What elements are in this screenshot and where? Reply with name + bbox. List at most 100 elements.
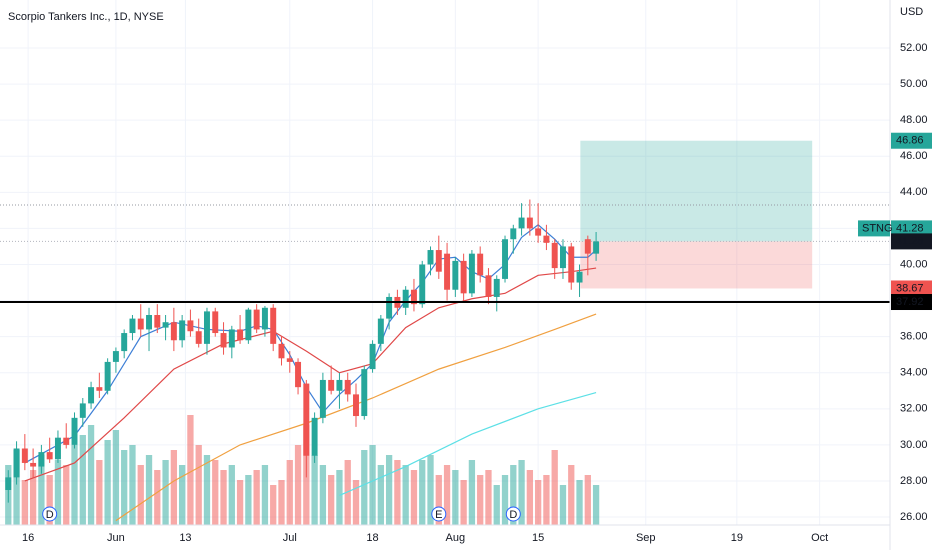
x-tick-label: Jun [107, 532, 125, 544]
y-tick-label: 40.00 [900, 258, 928, 270]
candle-body [286, 358, 293, 362]
volume-bar [21, 480, 28, 525]
candle-body [303, 383, 310, 456]
target-label-bg [891, 132, 932, 149]
last-price-label-bg [891, 220, 932, 237]
volume-bar [212, 460, 219, 525]
candle-body [162, 322, 169, 328]
candle-body [452, 260, 459, 290]
event-marker [505, 506, 521, 522]
x-tick-label: Aug [446, 532, 466, 544]
candle-body [319, 379, 326, 418]
candle-body [129, 318, 136, 334]
candle-body [237, 329, 244, 341]
volume-bar [576, 480, 583, 525]
candle-body [146, 315, 153, 330]
candle-body [510, 228, 517, 240]
event-label: D [46, 509, 54, 521]
volume-bar [178, 465, 186, 525]
candle-body [253, 309, 260, 330]
candle-body [96, 387, 103, 391]
volume-bar [294, 445, 302, 525]
candle-body [195, 331, 202, 344]
axes: 26.0028.0030.0032.0034.0036.0038.0040.00… [22, 42, 932, 544]
volume-bar [510, 465, 517, 525]
candle-body [212, 311, 219, 334]
volume-bar [477, 475, 484, 525]
volume-bar [13, 450, 20, 525]
candle-body [344, 379, 351, 395]
y-tick-label: 52.00 [900, 42, 928, 54]
volume-bar [187, 415, 194, 525]
volume-bar [236, 480, 244, 525]
volume-bar [568, 465, 575, 525]
volume-bar [137, 465, 144, 525]
volume-bar [385, 455, 393, 525]
candle-body [410, 289, 417, 305]
candle-body [559, 246, 566, 269]
candle-body [468, 253, 475, 294]
candle-body [5, 477, 12, 490]
candle-body [63, 437, 70, 445]
candle-body [402, 289, 409, 308]
volume-bar [270, 485, 277, 525]
volume-bar [377, 465, 384, 525]
candle-body [535, 228, 542, 236]
volume-bar [286, 460, 293, 525]
volume-bar [485, 470, 492, 525]
candle-body [593, 241, 600, 254]
volume-bar [278, 480, 285, 525]
candle-body [361, 369, 368, 417]
volume-bar [145, 455, 153, 525]
volume-bar [559, 485, 567, 525]
volume-bar [443, 465, 451, 525]
x-tick-label: 19 [731, 532, 743, 544]
y-tick-label: 34.00 [900, 367, 928, 379]
candle-body [46, 452, 53, 460]
volume-bar [220, 470, 227, 525]
volume-bar [71, 445, 78, 525]
x-tick-label: Oct [811, 532, 828, 544]
volume-bar [518, 460, 525, 525]
volume-bar [394, 460, 401, 525]
y-tick-label: 48.00 [900, 114, 928, 126]
candle-body [154, 315, 161, 328]
volume-bar [245, 475, 252, 525]
volume-bar [551, 450, 558, 525]
event-label: D [509, 509, 517, 521]
candle-body [13, 448, 20, 478]
volume-bar [361, 450, 368, 525]
volume-bar [427, 455, 434, 525]
volume-bar [29, 470, 37, 525]
y-tick-label: 30.00 [900, 439, 928, 451]
hline-label-bg [891, 294, 932, 311]
candle-body [170, 322, 177, 341]
profit-zone [580, 140, 813, 242]
y-tick-label: 32.00 [900, 403, 928, 415]
x-tick-label: Sep [636, 532, 656, 544]
loss-zone [580, 241, 813, 289]
volume-bar [493, 485, 500, 525]
candle-body [228, 329, 235, 348]
volume-bar [162, 460, 169, 525]
candle-body [502, 239, 509, 279]
entry-label: 41.28 [896, 235, 924, 247]
volume-bar [195, 445, 202, 525]
candle-body [493, 278, 500, 297]
candle-body [220, 333, 227, 348]
target-label: 46.86 [896, 135, 924, 147]
volume-bar [79, 435, 86, 525]
candle-body [38, 452, 45, 467]
symbol-tag-bg [858, 220, 890, 237]
event-marker [431, 506, 447, 522]
candle-body [460, 260, 467, 294]
candle-body [485, 275, 492, 297]
volume-bar [203, 455, 211, 525]
volume-bar [87, 425, 95, 525]
volume-bar [112, 430, 120, 525]
volume-bar [402, 465, 409, 525]
y-tick-label: 36.00 [900, 331, 928, 343]
candle-body [21, 448, 28, 463]
